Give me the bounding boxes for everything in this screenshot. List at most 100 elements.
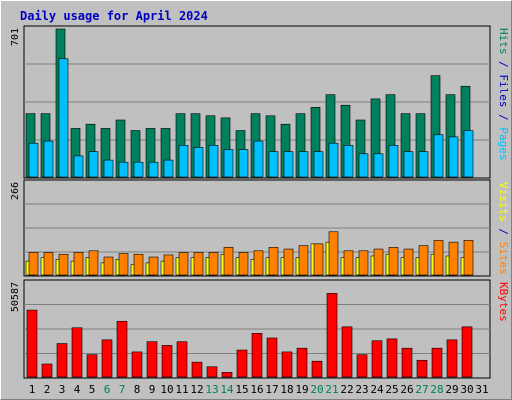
bar-files-15 [238, 149, 249, 178]
y-max-label: 266 [10, 182, 21, 200]
x-tick-label-24: 24 [370, 383, 384, 396]
legend-text: Sites [497, 242, 510, 275]
bar-files-12 [193, 147, 204, 178]
bar-kbytes-13 [206, 366, 218, 378]
x-tick-label-18: 18 [280, 383, 293, 396]
bar-kbytes-21 [326, 293, 338, 378]
legend-text: Hits [497, 28, 510, 55]
bar-sites-6 [103, 256, 114, 276]
y-max-label: 50587 [10, 282, 21, 312]
bar-kbytes-25 [386, 338, 398, 378]
x-tick-label-1: 1 [29, 383, 36, 396]
x-tick-label-29: 29 [445, 383, 458, 396]
panel-hits_files: 701 Hits / Files / Pages [10, 25, 510, 179]
bar-sites-8 [133, 253, 144, 276]
bar-kbytes-27 [416, 359, 428, 378]
bar-files-19 [298, 151, 309, 178]
bar-files-8 [133, 161, 144, 178]
bar-sites-19 [298, 245, 309, 276]
bar-files-26 [403, 151, 414, 178]
bar-sites-13 [208, 252, 219, 276]
bar-sites-3 [58, 253, 69, 276]
x-tick-label-4: 4 [74, 383, 81, 396]
x-tick-label-9: 9 [149, 383, 156, 396]
x-tick-label-10: 10 [160, 383, 173, 396]
bar-kbytes-22 [341, 326, 353, 378]
x-tick-label-3: 3 [59, 383, 66, 396]
x-tick-label-28: 28 [430, 383, 443, 396]
bar-kbytes-15 [236, 349, 248, 378]
bar-files-30 [463, 130, 474, 178]
panel-visits_sites: 266 Visits / Sites [10, 179, 510, 277]
x-tick-label-12: 12 [190, 383, 203, 396]
y-max-label: 701 [10, 28, 21, 46]
bar-sites-16 [253, 250, 264, 276]
bar-kbytes-9 [146, 341, 158, 378]
bar-sites-28 [433, 240, 444, 276]
x-tick-label-20: 20 [310, 383, 323, 396]
bar-files-13 [208, 145, 219, 178]
bar-kbytes-30 [461, 326, 473, 378]
bar-files-10 [163, 159, 174, 178]
bar-kbytes-10 [161, 345, 173, 378]
bar-kbytes-1 [26, 309, 38, 378]
bar-kbytes-23 [356, 354, 368, 378]
bar-sites-1 [28, 252, 39, 276]
x-tick-label-22: 22 [340, 383, 353, 396]
bar-sites-17 [268, 247, 279, 276]
bar-sites-2 [43, 252, 54, 276]
bar-files-7 [118, 161, 129, 178]
bar-sites-25 [388, 247, 399, 276]
x-tick-label-8: 8 [134, 383, 141, 396]
x-tick-label-26: 26 [400, 383, 413, 396]
x-tick-label-15: 15 [235, 383, 248, 396]
bar-sites-4 [73, 252, 84, 276]
bar-files-25 [388, 145, 399, 178]
bar-sites-10 [163, 254, 174, 276]
bar-files-18 [283, 151, 294, 178]
bar-sites-5 [88, 250, 99, 276]
bar-kbytes-8 [131, 351, 143, 378]
bar-kbytes-3 [56, 343, 68, 378]
x-tick-label-11: 11 [175, 383, 188, 396]
bar-kbytes-29 [446, 339, 458, 378]
bar-files-1 [28, 142, 39, 178]
bar-kbytes-7 [116, 320, 128, 378]
x-tick-label-2: 2 [44, 383, 51, 396]
bar-files-11 [178, 145, 189, 178]
bar-files-28 [433, 134, 444, 178]
x-tick-label-13: 13 [205, 383, 218, 396]
bar-sites-21 [328, 231, 339, 276]
bar-sites-11 [178, 252, 189, 276]
bar-kbytes-6 [101, 339, 113, 378]
legend-text: Pages [497, 127, 510, 160]
x-tick-label-6: 6 [104, 383, 111, 396]
bar-sites-29 [448, 241, 459, 276]
bar-sites-30 [463, 240, 474, 276]
bar-files-20 [313, 151, 324, 178]
bar-sites-15 [238, 252, 249, 276]
x-tick-label-23: 23 [355, 383, 368, 396]
bar-files-23 [358, 153, 369, 178]
bar-kbytes-5 [86, 354, 98, 378]
bar-kbytes-18 [281, 351, 293, 378]
x-tick-label-31: 31 [475, 383, 488, 396]
x-tick-label-19: 19 [295, 383, 308, 396]
bar-sites-12 [193, 252, 204, 276]
x-tick-label-25: 25 [385, 383, 398, 396]
bar-sites-22 [343, 250, 354, 276]
bar-sites-9 [148, 256, 159, 276]
bar-kbytes-20 [311, 360, 323, 378]
bar-files-2 [43, 140, 54, 178]
bar-sites-18 [283, 248, 294, 276]
bar-files-21 [328, 142, 339, 178]
x-tick-label-14: 14 [220, 383, 234, 396]
bar-files-27 [418, 151, 429, 178]
right-legend-bottom: KBytes [497, 282, 510, 322]
bar-sites-7 [118, 253, 129, 276]
x-tick-label-21: 21 [325, 383, 338, 396]
x-tick-label-16: 16 [250, 383, 263, 396]
x-tick-label-17: 17 [265, 383, 278, 396]
bar-kbytes-4 [71, 327, 83, 378]
